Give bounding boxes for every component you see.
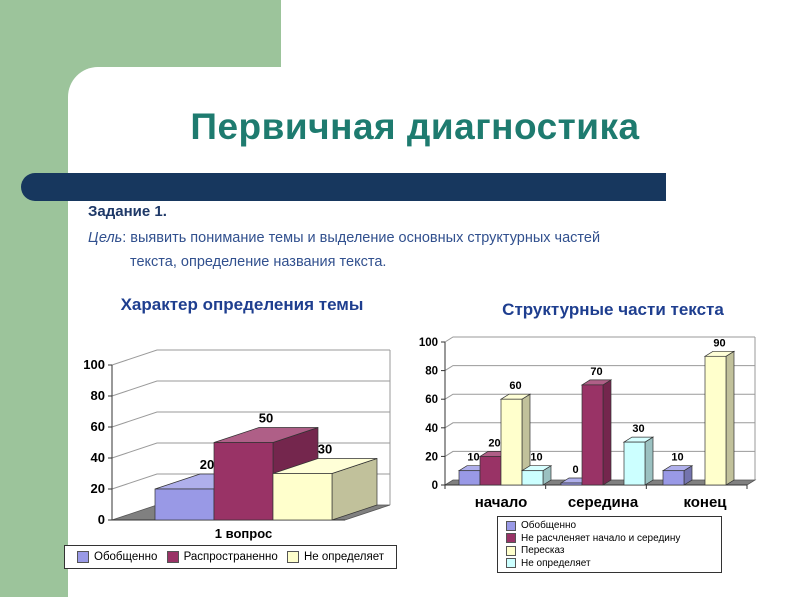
legend-item: Пересказ bbox=[506, 545, 713, 556]
bar bbox=[458, 470, 481, 486]
y-tick-label: 20 bbox=[91, 481, 105, 496]
y-tick-label: 80 bbox=[91, 388, 105, 403]
legend-label: Распространенно bbox=[183, 551, 278, 563]
bar bbox=[581, 384, 604, 486]
legend-swatch bbox=[506, 520, 516, 531]
legend-swatch bbox=[506, 558, 516, 569]
gridline bbox=[444, 336, 755, 343]
y-tick-label: 20 bbox=[425, 451, 438, 463]
right-chart-title: Структурные части текста bbox=[502, 300, 724, 319]
gridline bbox=[444, 365, 755, 372]
gridline bbox=[111, 411, 390, 428]
bar-side bbox=[644, 436, 654, 486]
legend-swatch bbox=[506, 533, 516, 544]
legend-swatch bbox=[77, 551, 89, 563]
goal-line2: текста, определение названия текста. bbox=[130, 254, 387, 270]
left-chart-title: Характер определения темы bbox=[120, 295, 364, 314]
legend-swatch bbox=[506, 545, 516, 556]
bar bbox=[500, 398, 523, 486]
legend-swatch bbox=[166, 551, 179, 563]
gridline bbox=[111, 380, 390, 397]
data-label: 10 bbox=[671, 452, 683, 464]
gridline bbox=[444, 450, 755, 457]
task-label: Задание 1. bbox=[88, 203, 167, 220]
title-accent-bar bbox=[21, 173, 666, 201]
legend-label: Пересказ bbox=[521, 545, 565, 557]
gridline bbox=[111, 349, 390, 366]
data-label: 30 bbox=[318, 442, 332, 457]
bar-side bbox=[602, 379, 612, 486]
bar bbox=[272, 473, 333, 521]
left-chart-legend: Обобщенно Распространенно Не определяет bbox=[64, 545, 397, 569]
data-label: 0 bbox=[572, 464, 578, 476]
y-tick-label: 60 bbox=[425, 394, 438, 406]
category-label: 1 вопрос bbox=[215, 526, 272, 541]
category-label: конец bbox=[683, 494, 727, 511]
y-tick-label: 40 bbox=[91, 450, 105, 465]
data-label: 20 bbox=[200, 457, 214, 472]
y-tick-label: 0 bbox=[432, 480, 438, 492]
legend-label: Обобщенно bbox=[521, 520, 577, 532]
data-label: 60 bbox=[509, 380, 521, 392]
y-tick-label: 100 bbox=[419, 337, 438, 349]
right-chart-legend: Обобщенно Не расчленяет начало и середину… bbox=[497, 516, 722, 573]
data-label: 50 bbox=[259, 411, 273, 426]
legend-label: Не расчленяет начало и середину bbox=[521, 532, 681, 544]
bar bbox=[704, 355, 727, 486]
chart-left: Характер определения темы 0 20 40 60 80 100 20… bbox=[62, 295, 402, 590]
gridline bbox=[444, 393, 755, 400]
bar bbox=[479, 456, 502, 486]
slide-title: Первичная диагностика bbox=[190, 106, 640, 147]
legend-item: Не определяет bbox=[506, 558, 713, 569]
legend-swatch bbox=[286, 551, 299, 563]
chart-right: Структурные части текста 0 20 40 60 80 100 10 2… bbox=[413, 300, 768, 600]
bar bbox=[154, 488, 215, 521]
goal-line1: Цель: выявить понимание темы и выделение… bbox=[88, 230, 600, 246]
category-label: середина bbox=[568, 494, 639, 511]
data-label: 90 bbox=[713, 337, 725, 349]
left-chart-plot: 0 20 40 60 80 100 20 50 30 1 вопрос bbox=[83, 349, 391, 541]
category-label: начало bbox=[475, 494, 528, 511]
legend-label: Не определяет bbox=[303, 551, 384, 563]
bar bbox=[521, 470, 544, 486]
data-label: 30 bbox=[632, 423, 644, 435]
goal-text: Цель: выявить понимание темы и выделение… bbox=[88, 226, 738, 274]
data-label: 20 bbox=[488, 437, 500, 449]
bar-side bbox=[725, 350, 735, 486]
legend-label: Не определяет bbox=[521, 557, 591, 569]
y-tick-label: 100 bbox=[83, 357, 105, 372]
legend-item: Распространенно bbox=[166, 551, 278, 563]
bar bbox=[560, 482, 583, 486]
data-label: 10 bbox=[530, 452, 542, 464]
y-tick-label: 60 bbox=[91, 419, 105, 434]
goal-word: Цель bbox=[88, 230, 123, 246]
y-tick-label: 0 bbox=[98, 512, 105, 527]
y-tick-label: 80 bbox=[425, 366, 438, 378]
gridline bbox=[444, 422, 755, 429]
bar bbox=[213, 442, 274, 521]
data-label: 10 bbox=[467, 452, 479, 464]
legend-item: Обобщенно bbox=[77, 551, 157, 563]
legend-label: Обобщенно bbox=[94, 551, 158, 563]
y-tick-label: 40 bbox=[425, 423, 438, 435]
legend-item: Не расчленяет начало и середину bbox=[506, 533, 713, 544]
bar bbox=[623, 441, 646, 486]
goal-rest: : выявить понимание темы и выделение осн… bbox=[122, 230, 601, 246]
right-chart-plot: 0 20 40 60 80 100 10 20 60 10 начало 0 70 30 середина 1… bbox=[419, 336, 757, 511]
bar bbox=[662, 470, 685, 486]
data-label: 70 bbox=[590, 366, 602, 378]
legend-item: Обобщенно bbox=[506, 520, 713, 531]
legend-item: Не определяет bbox=[286, 551, 384, 563]
